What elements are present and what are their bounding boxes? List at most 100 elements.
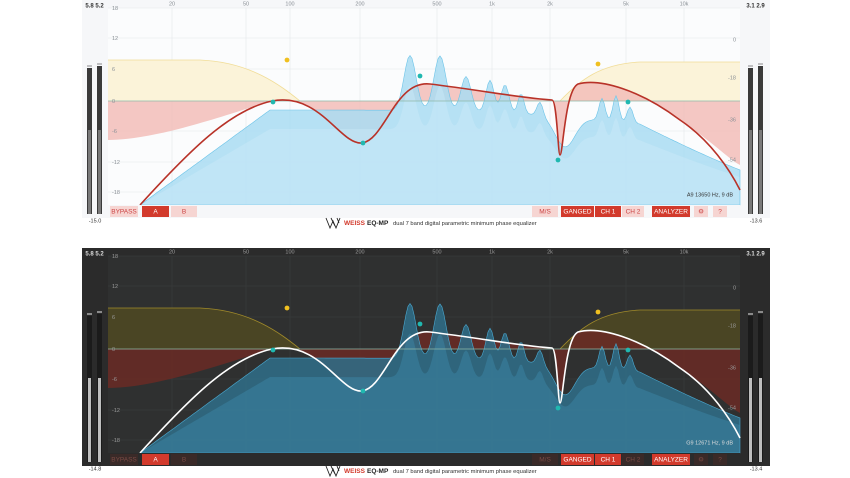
level-meter-fill xyxy=(88,378,91,462)
band-node[interactable] xyxy=(270,347,276,353)
button[interactable] xyxy=(694,206,708,217)
band-node[interactable] xyxy=(360,388,366,394)
meter-peak-value: 3.1 xyxy=(746,4,755,10)
db-label: -18 xyxy=(112,438,120,444)
band-node[interactable] xyxy=(270,99,276,105)
selected-band-info: G9 12671 Hz, 9 dB xyxy=(686,440,733,446)
button[interactable] xyxy=(110,454,138,465)
button[interactable] xyxy=(652,454,690,465)
button-label[interactable]: ⚙ xyxy=(698,209,704,216)
db-label: -12 xyxy=(112,160,120,166)
button[interactable] xyxy=(713,454,727,465)
band-node[interactable] xyxy=(595,309,601,315)
meter-scale-label: -54 xyxy=(728,405,736,411)
button[interactable] xyxy=(694,454,708,465)
level-meter-fill xyxy=(88,130,91,214)
logo-mark xyxy=(325,217,341,230)
product-name: EQ-MP xyxy=(367,468,389,475)
band-node[interactable] xyxy=(555,157,561,163)
db-label: -6 xyxy=(112,129,117,135)
meter-scale-label: -36 xyxy=(728,365,736,371)
button-label[interactable]: CH 1 xyxy=(601,457,616,464)
button-label[interactable]: A xyxy=(153,457,158,464)
button[interactable] xyxy=(171,454,197,465)
frequency-label: 20 xyxy=(169,1,175,7)
tagline: dual 7 band digital parametric minimum p… xyxy=(393,469,537,475)
button-label[interactable]: ? xyxy=(718,209,722,216)
button[interactable] xyxy=(652,206,690,217)
logo-mark xyxy=(325,465,341,478)
button-label[interactable]: BYPASS xyxy=(111,457,137,464)
band-area xyxy=(108,308,300,349)
button-label[interactable]: ⚙ xyxy=(698,457,704,464)
meter-reading: -14.8 xyxy=(89,466,102,472)
db-label: -18 xyxy=(112,190,120,196)
button-label[interactable]: B xyxy=(182,209,186,216)
analyzer-area xyxy=(140,85,740,205)
frequency-label: 2k xyxy=(547,249,553,255)
button-label[interactable]: CH 2 xyxy=(626,457,641,464)
meter-reading: -15.0 xyxy=(89,218,102,224)
button[interactable] xyxy=(110,206,138,217)
frequency-label: 200 xyxy=(355,1,364,7)
button-label[interactable]: M/S xyxy=(539,457,551,464)
frequency-label: 5k xyxy=(623,1,629,7)
analyzer-line xyxy=(139,302,741,454)
band-node[interactable] xyxy=(625,99,631,105)
eq-curve xyxy=(139,329,741,454)
button-label[interactable]: B xyxy=(182,457,186,464)
frequency-label: 1k xyxy=(489,1,495,7)
button-label[interactable]: A xyxy=(153,209,158,216)
meter-scale-label: -18 xyxy=(728,75,736,81)
button[interactable] xyxy=(142,454,169,465)
button-label[interactable]: ? xyxy=(718,457,722,464)
button[interactable] xyxy=(595,454,621,465)
band-node[interactable] xyxy=(417,73,423,79)
level-meter-fill xyxy=(98,130,101,214)
db-label: 12 xyxy=(112,284,118,290)
button[interactable] xyxy=(142,206,169,217)
button[interactable] xyxy=(171,206,197,217)
band-node[interactable] xyxy=(625,347,631,353)
db-label: 18 xyxy=(112,6,118,12)
band-node[interactable] xyxy=(595,61,601,67)
button-label[interactable]: CH 1 xyxy=(601,209,616,216)
band-node[interactable] xyxy=(284,57,290,63)
meter-peak-value: 3.1 xyxy=(746,252,755,258)
button[interactable] xyxy=(532,206,558,217)
button-label[interactable]: M/S xyxy=(539,209,551,216)
band-node[interactable] xyxy=(360,140,366,146)
level-meter-fill xyxy=(98,378,101,462)
button-label[interactable]: GANGED xyxy=(563,457,591,464)
eq-fill xyxy=(108,82,740,165)
button[interactable] xyxy=(622,206,644,217)
frequency-label: 500 xyxy=(432,1,441,7)
button-label[interactable]: CH 2 xyxy=(626,209,641,216)
button[interactable] xyxy=(595,206,621,217)
button[interactable] xyxy=(713,206,727,217)
band-line xyxy=(559,61,740,102)
button[interactable] xyxy=(532,454,558,465)
button[interactable] xyxy=(561,454,594,465)
frequency-label: 100 xyxy=(285,249,294,255)
eq-fill xyxy=(108,330,740,413)
button[interactable] xyxy=(622,454,644,465)
button-label[interactable]: GANGED xyxy=(563,209,591,216)
eq-panel: 20 50 100 200 500 1k 2k 5k 10k 18 12 6 0 -6 -12 -18 0 -18… xyxy=(82,248,770,478)
button[interactable] xyxy=(561,206,594,217)
button-label[interactable]: ANALYZER xyxy=(654,209,688,216)
band-node[interactable] xyxy=(417,321,423,327)
band-node[interactable] xyxy=(555,405,561,411)
meter-peak-value: 5.8 xyxy=(85,4,94,10)
eq-panel: 20 50 100 200 500 1k 2k 5k 10k 18 12 6 0 -6 -12 -18 0 -18… xyxy=(82,0,770,230)
button-label[interactable]: BYPASS xyxy=(111,209,137,216)
meter-scale-label: 0 xyxy=(733,285,736,291)
frequency-label: 10k xyxy=(680,249,689,255)
meter-scale-label: -54 xyxy=(728,157,736,163)
band-node[interactable] xyxy=(284,305,290,311)
button-label[interactable]: ANALYZER xyxy=(654,457,688,464)
meter-peak-value: 2.9 xyxy=(756,252,765,258)
db-label: 12 xyxy=(112,36,118,42)
analyzer-area xyxy=(140,333,740,453)
